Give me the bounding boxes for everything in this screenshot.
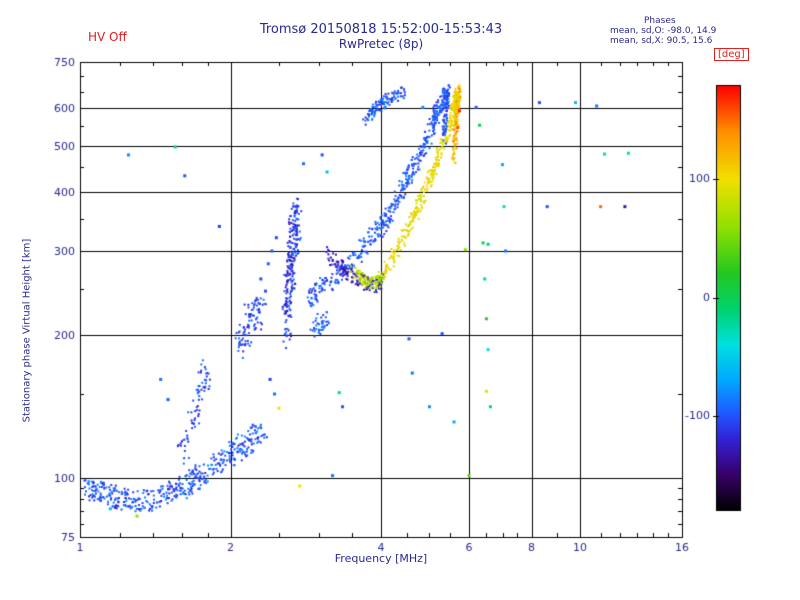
ionogram-screen: HV Off Tromsø 20150818 15:52:00-15:53:43… <box>0 0 800 600</box>
ionogram-plot-canvas <box>0 0 800 600</box>
